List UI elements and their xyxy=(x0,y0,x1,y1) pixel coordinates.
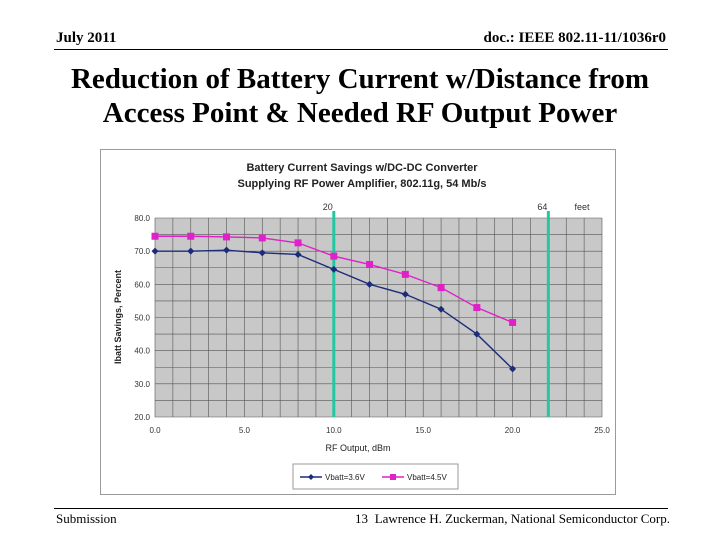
data-point-series-2 xyxy=(330,252,338,260)
y-tick-label: 70.0 xyxy=(134,247,150,256)
y-tick-label: 40.0 xyxy=(134,347,150,356)
data-point-series-2 xyxy=(258,234,266,242)
x-tick-label: 20.0 xyxy=(505,426,521,435)
legend-marker-2 xyxy=(390,474,396,480)
header-doc-id: doc.: IEEE 802.11-11/1036r0 xyxy=(483,30,666,46)
x-tick-label: 5.0 xyxy=(239,426,251,435)
slide-title: Reduction of Battery Current w/Distance … xyxy=(20,62,700,130)
data-point-series-2 xyxy=(366,260,374,268)
data-point-series-1 xyxy=(294,250,302,258)
footer-submission: Submission xyxy=(56,511,117,526)
marker-unit-label: feet xyxy=(574,202,590,212)
data-point-series-1 xyxy=(330,265,338,273)
x-tick-label: 25.0 xyxy=(594,426,610,435)
legend-label-2: Vbatt=4.5V xyxy=(407,473,447,482)
y-tick-label: 80.0 xyxy=(134,214,150,223)
distance-marker-label: 64 xyxy=(537,202,547,212)
slide-title-line-2: Access Point & Needed RF Output Power xyxy=(102,97,618,129)
data-point-series-1 xyxy=(366,280,374,288)
data-point-series-2 xyxy=(509,318,517,326)
chart-title-line-2: Supplying RF Power Amplifier, 802.11g, 5… xyxy=(238,178,487,190)
battery-savings-chart: Battery Current Savings w/DC-DC Converte… xyxy=(100,149,616,495)
data-point-series-1 xyxy=(401,290,409,298)
footer-author: Lawrence H. Zuckerman, National Semicond… xyxy=(374,511,670,526)
chart-legend: Vbatt=3.6V Vbatt=4.5V xyxy=(292,463,459,490)
legend-marker-1 xyxy=(308,474,314,480)
data-point-series-1 xyxy=(509,365,517,373)
grid-lines xyxy=(154,217,603,418)
y-tick-label: 30.0 xyxy=(134,380,150,389)
data-point-series-1 xyxy=(473,330,481,338)
legend-label-1: Vbatt=3.6V xyxy=(325,473,365,482)
data-point-series-1 xyxy=(187,247,195,255)
y-tick-label: 20.0 xyxy=(134,413,150,422)
data-point-series-2 xyxy=(473,304,481,312)
footer-page-number: 13 xyxy=(355,511,368,526)
x-tick-label: 0.0 xyxy=(149,426,161,435)
y-axis-label: Ibatt Savings, Percent xyxy=(113,270,123,364)
slide-title-line-1: Reduction of Battery Current w/Distance … xyxy=(70,63,650,95)
data-point-series-2 xyxy=(294,239,302,247)
x-axis-label: RF Output, dBm xyxy=(325,443,390,453)
header-date: July 2011 xyxy=(56,30,117,46)
data-point-series-2 xyxy=(401,270,409,278)
data-point-series-2 xyxy=(187,232,195,240)
data-point-series-2 xyxy=(223,233,231,241)
data-point-series-2 xyxy=(151,232,159,240)
x-tick-label: 15.0 xyxy=(415,426,431,435)
distance-markers: 20 64 xyxy=(323,202,550,417)
distance-marker-label: 20 xyxy=(323,202,333,212)
x-tick-label: 10.0 xyxy=(326,426,342,435)
data-point-series-1 xyxy=(151,247,159,255)
y-tick-label: 60.0 xyxy=(134,280,150,289)
footer-divider xyxy=(54,508,668,509)
data-point-series-1 xyxy=(258,249,266,257)
data-point-series-2 xyxy=(437,284,445,292)
axis-ticks: 20.0 30.0 40.0 50.0 60.0 70.0 80.0 0.0 5.0 10.0 15… xyxy=(134,214,610,435)
data-point-series-1 xyxy=(223,246,231,254)
chart-title-line-1: Battery Current Savings w/DC-DC Converte… xyxy=(246,162,478,174)
data-series xyxy=(151,232,517,373)
header-divider xyxy=(54,49,668,50)
data-point-series-1 xyxy=(437,305,445,313)
y-tick-label: 50.0 xyxy=(134,314,150,323)
